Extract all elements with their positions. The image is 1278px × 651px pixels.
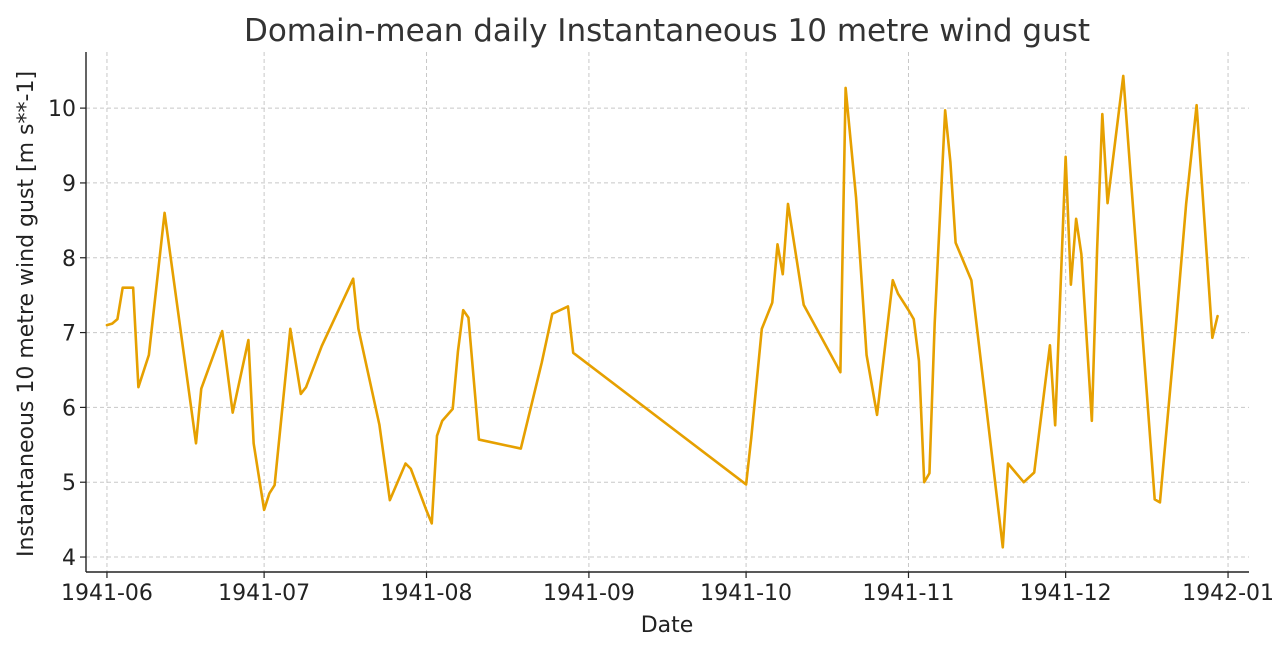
y-tick-label: 7 xyxy=(62,322,76,347)
y-tick-label: 6 xyxy=(62,396,76,421)
series-lines xyxy=(105,74,1219,549)
x-tick-label: 1941-11 xyxy=(863,581,955,606)
x-tick-label: 1942-01 xyxy=(1182,581,1274,606)
x-tick-label: 1941-09 xyxy=(543,581,635,606)
y-axis-ticks: 4 5 6 7 8 9 10 xyxy=(48,97,86,571)
axes-spines xyxy=(85,52,1249,573)
x-tick-label: 1941-08 xyxy=(381,581,473,606)
y-tick-label: 5 xyxy=(62,471,76,496)
x-tick-label: 1941-07 xyxy=(218,581,310,606)
x-axis-ticks: 1941-06 1941-07 1941-08 1941-09 1941-10 1941-… xyxy=(61,572,1274,606)
grid xyxy=(86,52,1249,572)
y-tick-label: 8 xyxy=(62,247,76,272)
x-tick-label: 1941-12 xyxy=(1020,581,1112,606)
y-tick-label: 9 xyxy=(62,172,76,197)
series-line xyxy=(105,74,1219,549)
y-tick-label: 10 xyxy=(48,97,76,122)
y-tick-label: 4 xyxy=(62,546,76,571)
y-axis-label: Instantaneous 10 metre wind gust [m s**-… xyxy=(14,71,39,557)
x-tick-label: 1941-06 xyxy=(61,581,153,606)
x-tick-label: 1941-10 xyxy=(700,581,792,606)
x-axis-label: Date xyxy=(641,613,694,638)
chart-title: Domain-mean daily Instantaneous 10 metre… xyxy=(244,13,1090,49)
